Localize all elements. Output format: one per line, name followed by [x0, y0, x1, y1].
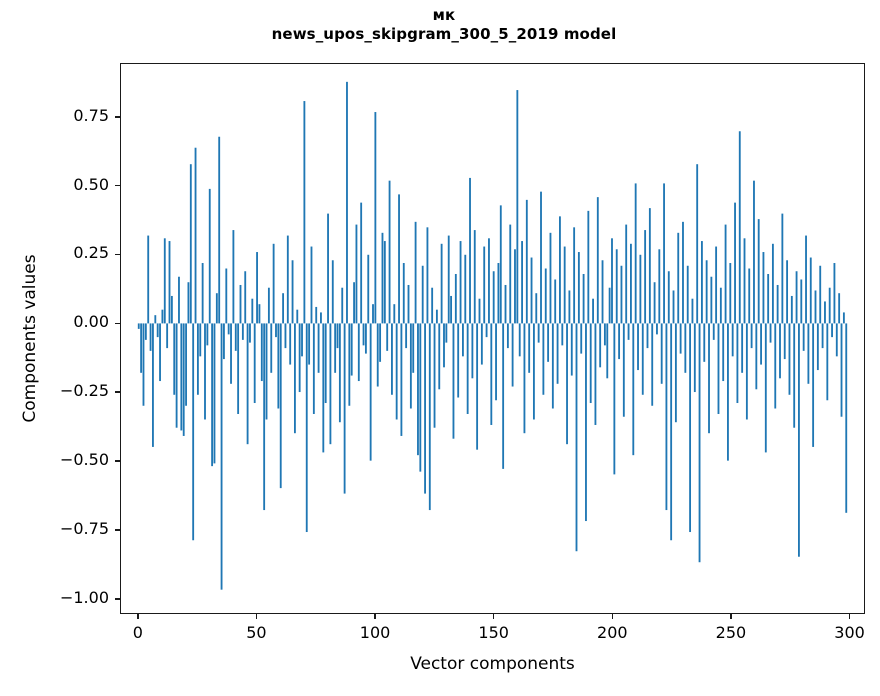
y-tick-label: −0.50: [59, 450, 109, 470]
x-tick-mark: [492, 614, 495, 619]
x-tick-label: 200: [597, 623, 628, 642]
y-tick-label: 0.75: [73, 105, 109, 125]
y-axis-label: Components values: [20, 254, 40, 423]
x-tick-mark: [136, 614, 139, 619]
x-tick-label: 300: [834, 623, 865, 642]
x-tick-label: 250: [715, 623, 747, 642]
y-tick-mark: [115, 598, 120, 600]
y-tick-label: −0.25: [59, 381, 109, 401]
y-tick-label: −0.75: [59, 518, 109, 538]
y-tick-label: 0.50: [73, 174, 109, 194]
y-tick-mark: [115, 184, 120, 187]
x-tick-label: 150: [478, 623, 509, 642]
x-tick-label: 0: [132, 623, 143, 642]
y-tick-mark: [115, 460, 120, 462]
y-tick-mark: [115, 391, 120, 394]
x-axis-label: Vector components: [410, 654, 575, 674]
y-tick-mark: [115, 115, 120, 118]
x-tick-mark: [848, 614, 851, 619]
x-tick-mark: [374, 614, 376, 619]
plot-axes: [120, 63, 865, 614]
bar-series: [137, 81, 848, 590]
y-tick-mark: [115, 322, 120, 325]
x-tick-label: 100: [359, 623, 391, 642]
y-tick-label: −1.00: [59, 587, 109, 607]
x-tick-mark: [611, 614, 614, 619]
x-tick-mark: [730, 614, 732, 619]
y-tick-mark: [115, 529, 120, 531]
y-tick-label: 0.25: [73, 243, 109, 263]
plot-area: [121, 64, 864, 613]
chart-title: мк news_upos_skipgram_300_5_2019 model: [0, 6, 880, 44]
y-tick-label: 0.00: [73, 312, 109, 332]
x-tick-mark: [255, 614, 258, 619]
chart-title-line-2: news_upos_skipgram_300_5_2019 model: [271, 25, 617, 44]
x-tick-label: 50: [246, 623, 267, 642]
chart-title-line-1: мк: [432, 6, 456, 24]
y-tick-mark: [115, 253, 120, 256]
